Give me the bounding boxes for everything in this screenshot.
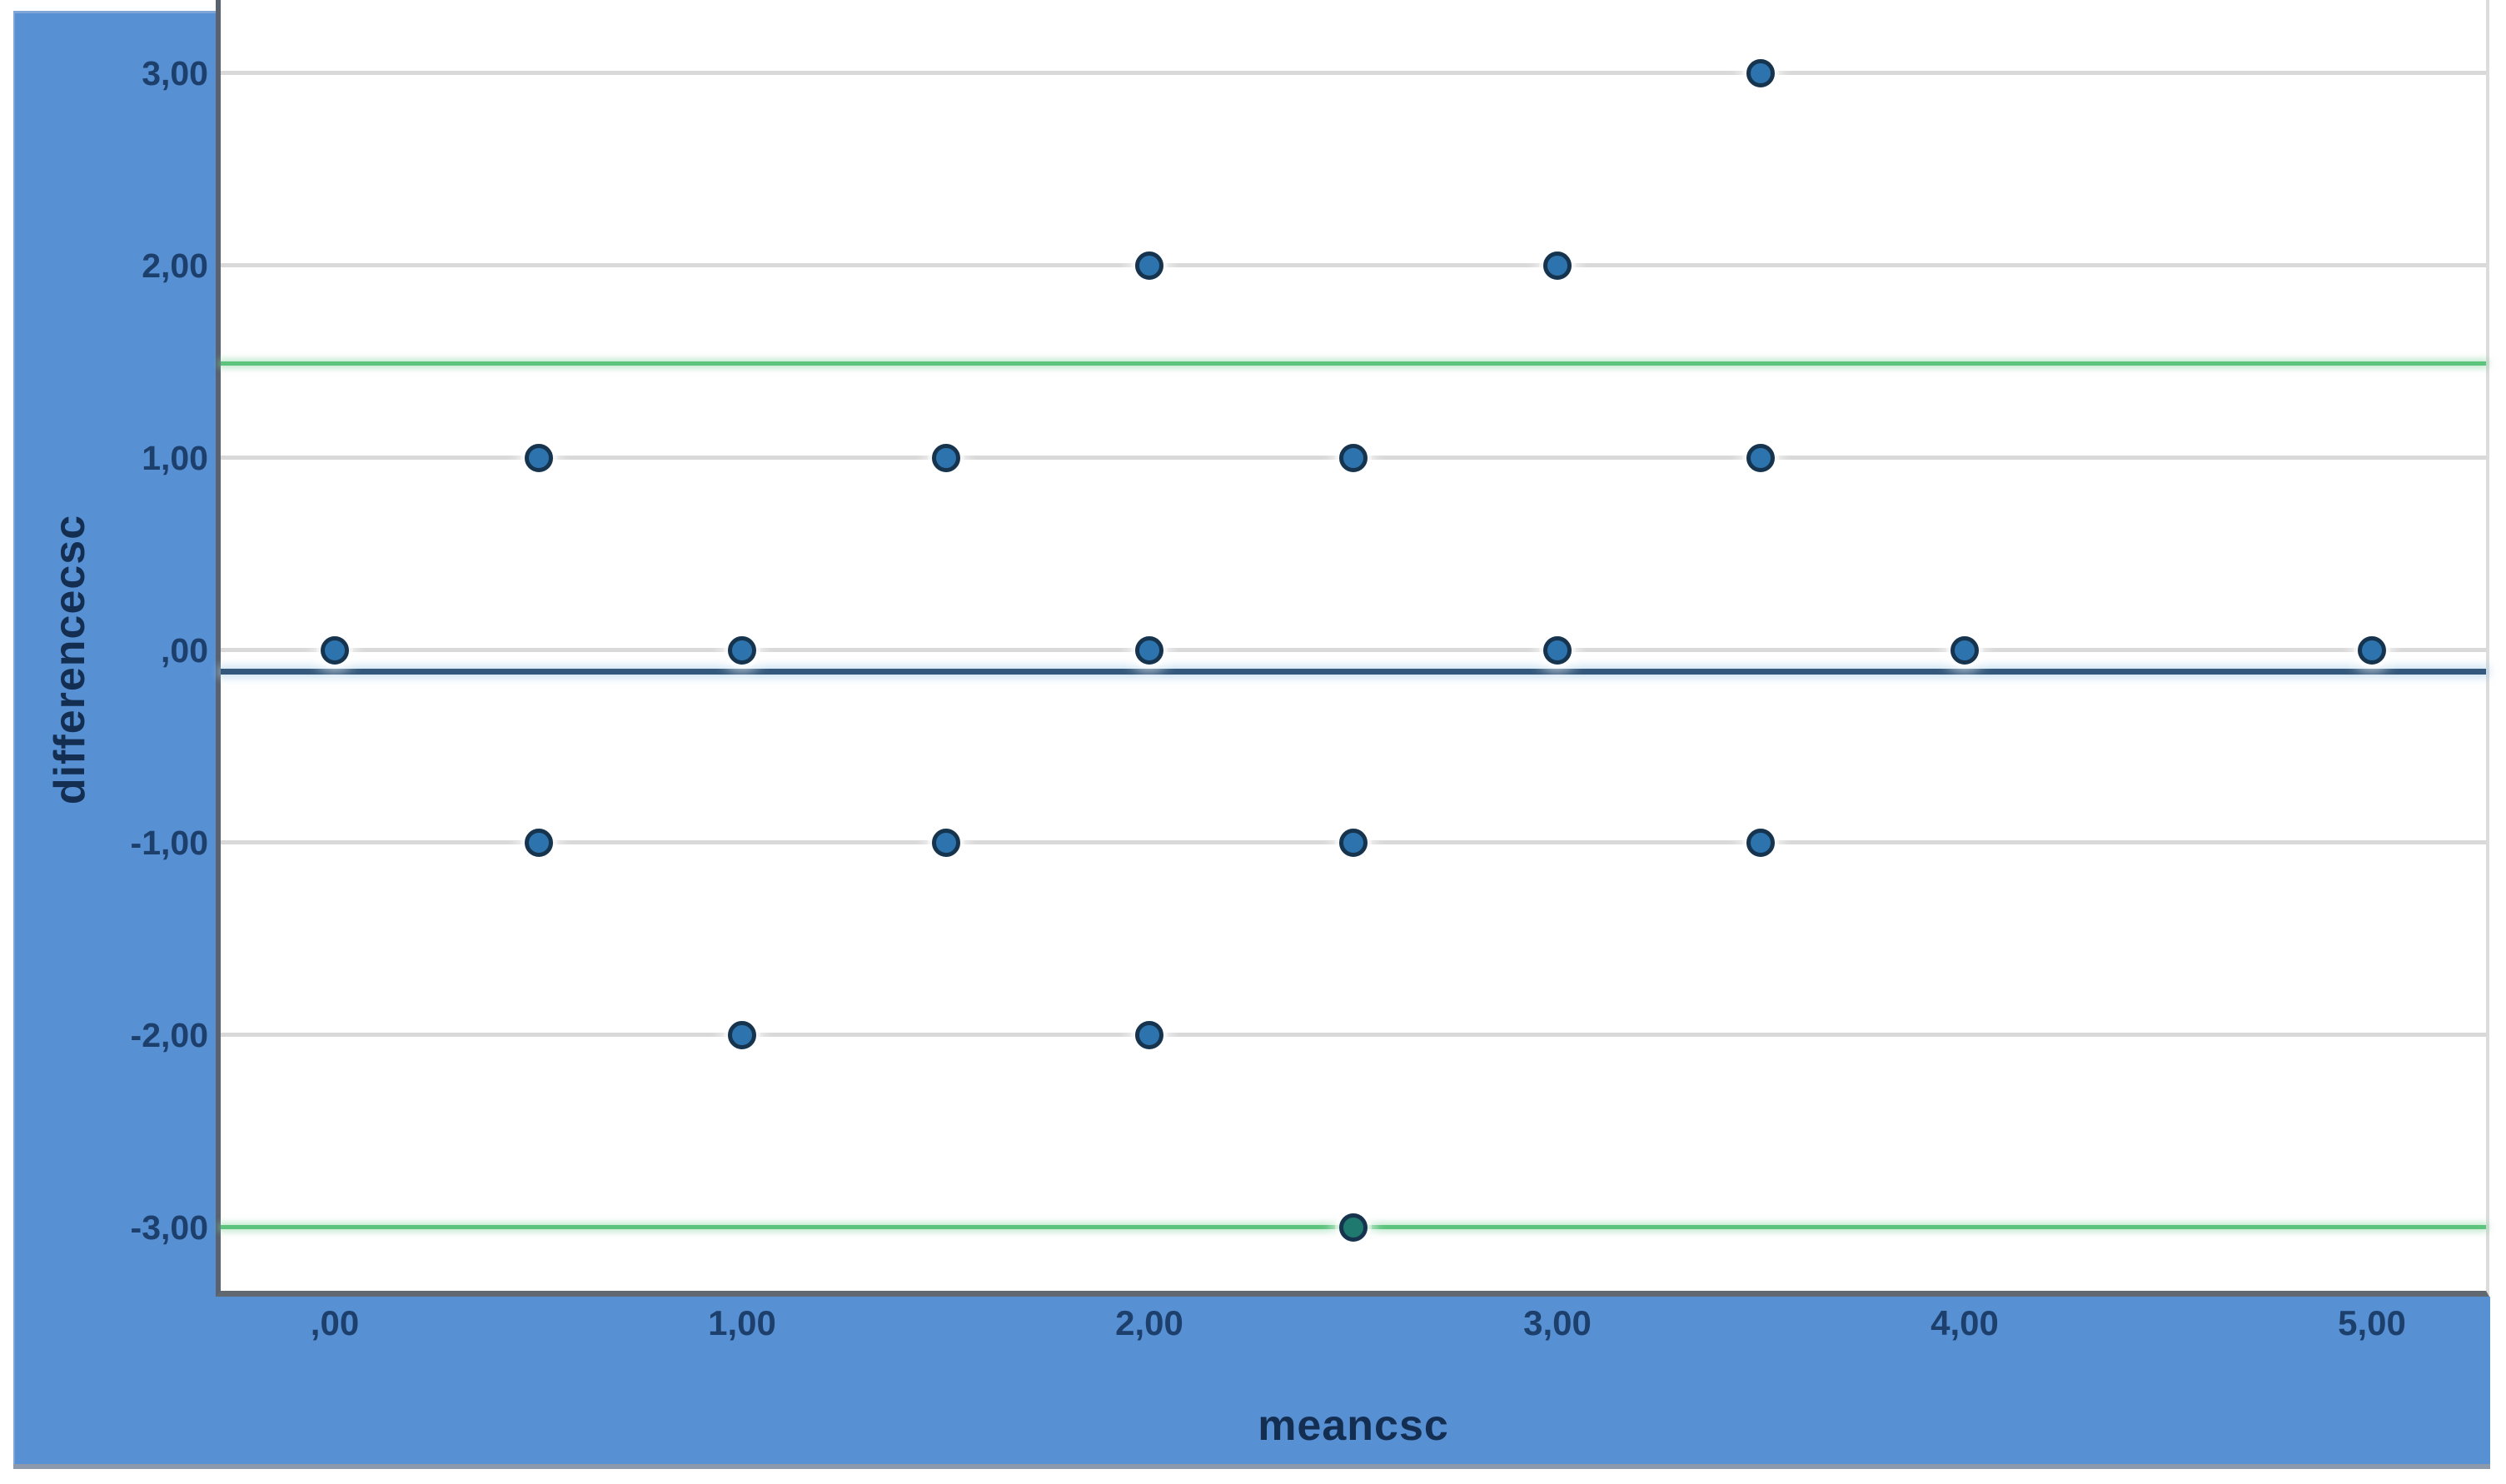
plot-area — [216, 0, 2489, 1297]
data-point — [1746, 829, 1775, 857]
y-tick-label: -2,00 — [130, 1016, 208, 1054]
figure-frame-left — [13, 11, 216, 1464]
figure-frame-bottom-edge — [13, 1464, 2490, 1469]
data-point — [1135, 1021, 1163, 1049]
y-tick-label: 2,00 — [142, 247, 208, 285]
y-tick-label: -1,00 — [130, 824, 208, 862]
data-point — [321, 636, 349, 665]
data-point — [1543, 636, 1572, 665]
x-tick-label: 4,00 — [1931, 1303, 1999, 1342]
y-tick-label: 1,00 — [142, 439, 208, 477]
data-point — [728, 1021, 756, 1049]
data-point — [1339, 444, 1368, 472]
gridline-y-2 — [221, 263, 2486, 267]
data-point — [525, 444, 553, 472]
gridline-y-0 — [221, 648, 2486, 652]
y-tick-label: -3,00 — [130, 1208, 208, 1247]
x-tick-label: ,00 — [310, 1303, 360, 1342]
x-axis-title: meancsc — [1258, 1402, 1449, 1450]
gridline-y--2 — [221, 1033, 2486, 1037]
data-point — [525, 829, 553, 857]
data-point — [1135, 251, 1163, 280]
data-point — [1339, 1213, 1368, 1242]
y-tick-label: ,00 — [161, 631, 208, 670]
data-point — [932, 829, 960, 857]
x-tick-label: 2,00 — [1115, 1303, 1183, 1342]
data-point — [1746, 444, 1775, 472]
x-tick-label: 1,00 — [708, 1303, 776, 1342]
data-point — [2358, 636, 2386, 665]
data-point — [1339, 829, 1368, 857]
upper-limit-line — [221, 361, 2486, 366]
mean-line — [221, 669, 2486, 675]
data-point — [1746, 59, 1775, 87]
figure-frame-bottom — [216, 1297, 2490, 1464]
gridline-y-3 — [221, 71, 2486, 75]
y-axis-title: differencecsc — [46, 514, 94, 805]
data-point — [1135, 636, 1163, 665]
x-tick-label: 5,00 — [2338, 1303, 2406, 1342]
x-tick-label: 3,00 — [1523, 1303, 1592, 1342]
data-point — [1543, 251, 1572, 280]
data-point — [728, 636, 756, 665]
data-point — [1950, 636, 1979, 665]
data-point — [932, 444, 960, 472]
y-tick-label: 3,00 — [142, 54, 208, 92]
